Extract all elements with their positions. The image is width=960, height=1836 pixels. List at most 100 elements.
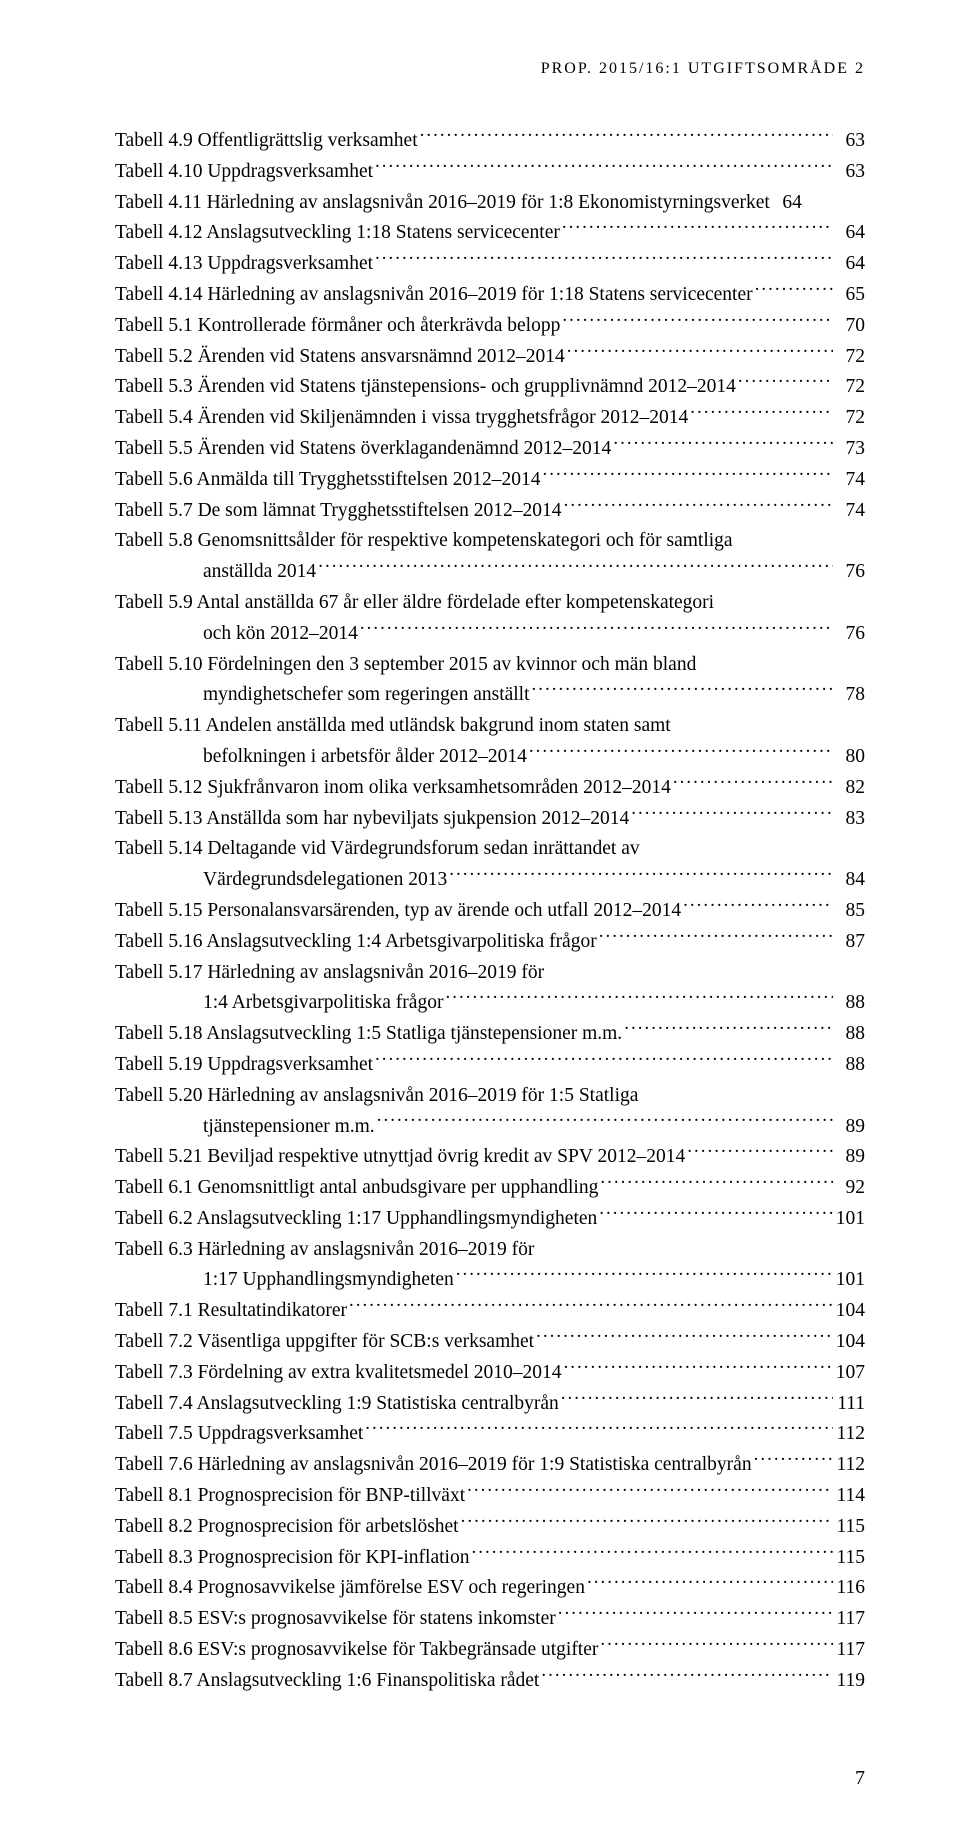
toc-entry: Tabell 7.4 Anslagsutveckling 1:9 Statist… — [115, 1389, 865, 1420]
toc-entry-label: Tabell 5.2 Ärenden vid Statens ansvarsnä… — [115, 342, 565, 373]
toc-entry-label: Tabell 5.15 Personalansvarsärenden, typ … — [115, 896, 681, 927]
toc-entry-page: 112 — [835, 1450, 865, 1481]
toc-entry: Tabell 5.19 Uppdragsverksamhet88 — [115, 1050, 865, 1081]
toc-entry: och kön 2012–201476 — [115, 619, 865, 650]
toc-entry-page: 84 — [835, 865, 865, 896]
toc-leader-dots — [532, 681, 833, 701]
toc-entry-label: Tabell 7.5 Uppdragsverksamhet — [115, 1419, 363, 1450]
toc-entry-page: 88 — [835, 1050, 865, 1081]
toc-entry: Tabell 5.14 Deltagande vid Värdegrundsfo… — [115, 834, 865, 865]
toc-leader-dots — [562, 311, 833, 331]
toc-entry: 1:4 Arbetsgivarpolitiska frågor 88 — [115, 988, 865, 1019]
toc-entry-page: 115 — [835, 1543, 865, 1574]
toc-entry: Tabell 5.2 Ärenden vid Statens ansvarsnä… — [115, 342, 865, 373]
toc-entry-label: Tabell 7.3 Fördelning av extra kvalitets… — [115, 1358, 562, 1389]
toc-leader-dots — [542, 465, 833, 485]
toc-entry-label: Tabell 7.1 Resultatindikatorer — [115, 1296, 347, 1327]
toc-entry-label: Tabell 4.9 Offentligrättslig verksamhet — [115, 126, 418, 157]
toc-entry-label: Tabell 5.13 Anställda som har nybeviljat… — [115, 804, 629, 835]
toc-entry: Värdegrundsdelegationen 201384 — [115, 865, 865, 896]
toc-leader-dots — [420, 127, 833, 147]
toc-entry: Tabell 5.16 Anslagsutveckling 1:4 Arbets… — [115, 927, 865, 958]
toc-entry-page: 78 — [835, 680, 865, 711]
toc-leader-dots — [564, 1358, 834, 1378]
toc-entry-label: Tabell 8.4 Prognosavvikelse jämförelse E… — [115, 1573, 585, 1604]
toc-entry: Tabell 8.5 ESV:s prognosavvikelse för st… — [115, 1604, 865, 1635]
toc-leader-dots — [631, 804, 833, 824]
toc-leader-dots — [738, 373, 833, 393]
toc-leader-dots — [529, 742, 833, 762]
toc-entry-page: 76 — [835, 619, 865, 650]
toc-leader-dots — [558, 1605, 833, 1625]
toc-entry: Tabell 5.8 Genomsnittsålder för respekti… — [115, 526, 865, 557]
toc-entry: Tabell 7.5 Uppdragsverksamhet112 — [115, 1419, 865, 1450]
toc-entry-page: 74 — [835, 496, 865, 527]
toc-entry-label: Tabell 5.9 Antal anställda 67 år eller ä… — [115, 588, 714, 619]
toc-entry-label: tjänstepensioner m.m. — [203, 1112, 375, 1143]
toc-entry-page: 87 — [835, 927, 865, 958]
toc-entry: Tabell 7.2 Väsentliga uppgifter för SCB:… — [115, 1327, 865, 1358]
toc-entry: Tabell 6.1 Genomsnittligt antal anbudsgi… — [115, 1173, 865, 1204]
toc-entry: Tabell 4.13 Uppdragsverksamhet64 — [115, 249, 865, 280]
toc-entry: Tabell 7.6 Härledning av anslagsnivån 20… — [115, 1450, 865, 1481]
toc-entry-label: Tabell 8.2 Prognosprecision för arbetslö… — [115, 1512, 459, 1543]
toc-leader-dots — [536, 1328, 833, 1348]
toc-entry-label: Tabell 6.2 Anslagsutveckling 1:17 Upphan… — [115, 1204, 597, 1235]
toc-entry-page: 72 — [835, 342, 865, 373]
toc-entry: Tabell 5.1 Kontrollerade förmåner och åt… — [115, 311, 865, 342]
toc-entry: Tabell 5.10 Fördelningen den 3 september… — [115, 650, 865, 681]
toc-entry-page: 117 — [835, 1635, 865, 1666]
toc-entry-label: Tabell 7.2 Väsentliga uppgifter för SCB:… — [115, 1327, 534, 1358]
toc-entry-label: Tabell 5.4 Ärenden vid Skiljenämnden i v… — [115, 403, 688, 434]
toc-entry-page: 63 — [835, 126, 865, 157]
toc-leader-dots — [375, 250, 833, 270]
toc-entry-label: Tabell 7.6 Härledning av anslagsnivån 20… — [115, 1450, 752, 1481]
toc-leader-dots — [600, 1636, 833, 1656]
toc-leader-dots — [541, 1666, 833, 1686]
toc-leader-dots — [467, 1482, 833, 1502]
toc-leader-dots — [599, 927, 833, 947]
toc-entry-label: Tabell 4.12 Anslagsutveckling 1:18 State… — [115, 218, 560, 249]
toc-entry-page: 117 — [835, 1604, 865, 1635]
toc-entry: Tabell 5.6 Anmälda till Trygghetsstiftel… — [115, 465, 865, 496]
toc-entry-page: 111 — [835, 1389, 865, 1420]
toc-entry-label: Tabell 8.1 Prognosprecision för BNP-till… — [115, 1481, 465, 1512]
toc-entry-label: Tabell 5.16 Anslagsutveckling 1:4 Arbets… — [115, 927, 597, 958]
toc-entry-label: Tabell 5.7 De som lämnat Trygghetsstifte… — [115, 496, 562, 527]
toc-entry-page: 92 — [835, 1173, 865, 1204]
toc-entry-page: 85 — [835, 896, 865, 927]
toc-leader-dots — [456, 1266, 833, 1286]
toc-entry-page: 114 — [835, 1481, 865, 1512]
toc-leader-dots — [673, 773, 833, 793]
toc-entry-page: 88 — [835, 988, 865, 1019]
toc-entry-label: Tabell 5.5 Ärenden vid Statens överklaga… — [115, 434, 611, 465]
toc-entry-page: 63 — [835, 157, 865, 188]
toc-entry: Tabell 5.15 Personalansvarsärenden, typ … — [115, 896, 865, 927]
toc-entry-page: 116 — [835, 1573, 865, 1604]
toc-entry-page: 104 — [835, 1296, 865, 1327]
toc-entry-page: 70 — [835, 311, 865, 342]
toc-entry: Tabell 4.9 Offentligrättslig verksamhet 6… — [115, 126, 865, 157]
toc-entry-page: 82 — [835, 773, 865, 804]
toc-entry-label: 1:4 Arbetsgivarpolitiska frågor — [203, 988, 443, 1019]
toc-entry: Tabell 5.13 Anställda som har nybeviljat… — [115, 804, 865, 835]
toc-entry-label: Tabell 5.10 Fördelningen den 3 september… — [115, 650, 696, 681]
toc-entry-page: 72 — [835, 403, 865, 434]
toc-entry-label: Tabell 5.20 Härledning av anslagsnivån 2… — [115, 1081, 638, 1112]
toc-leader-dots — [365, 1420, 833, 1440]
toc-entry-page: 72 — [835, 372, 865, 403]
toc-entry-label: 1:17 Upphandlingsmyndigheten — [203, 1265, 454, 1296]
toc-entry: Tabell 8.7 Anslagsutveckling 1:6 Finansp… — [115, 1666, 865, 1697]
toc-entry-page: 101 — [835, 1204, 865, 1235]
toc-entry-label: Tabell 6.3 Härledning av anslagsnivån 20… — [115, 1235, 534, 1266]
toc-entry-label: anställda 2014 — [203, 557, 316, 588]
toc-entry-page: 76 — [835, 557, 865, 588]
toc-entry-label: Tabell 7.4 Anslagsutveckling 1:9 Statist… — [115, 1389, 559, 1420]
toc-leader-dots — [449, 866, 833, 886]
toc-entry: Tabell 5.21 Beviljad respektive utnyttja… — [115, 1142, 865, 1173]
toc-leader-dots — [318, 558, 833, 578]
toc-entry: Tabell 4.11 Härledning av anslagsnivån 2… — [115, 188, 865, 219]
toc-leader-dots — [567, 342, 833, 362]
toc-entry: Tabell 5.20 Härledning av anslagsnivån 2… — [115, 1081, 865, 1112]
toc-entry-label: Tabell 5.17 Härledning av anslagsnivån 2… — [115, 958, 544, 989]
